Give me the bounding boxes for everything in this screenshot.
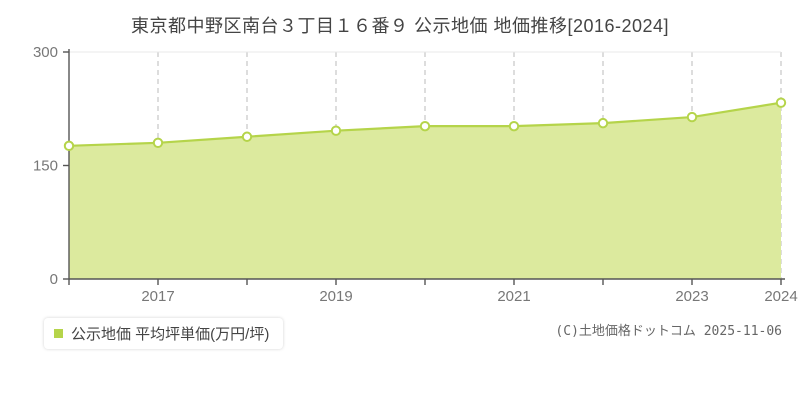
data-point-marker [597, 117, 609, 129]
y-axis-tick-label: 150 [33, 158, 58, 175]
data-point-marker [775, 97, 787, 108]
x-axis-tick-labels: 2017 2019 2021 2023 2024 [141, 288, 797, 305]
y-axis-tick-label: 300 [33, 44, 58, 61]
legend-label: 公示地価 平均坪単価(万円/坪) [71, 326, 270, 343]
data-point-marker [330, 125, 342, 136]
data-point-marker [686, 111, 698, 123]
copyright-credit: (C)土地価格ドットコム 2025-11-06 [555, 324, 782, 339]
page-title: 東京都中野区南台３丁目１６番９ 公示地価 地価推移[2016-2024] [130, 16, 670, 36]
x-axis-tick-label: 2024 [764, 288, 797, 305]
data-point-marker [63, 140, 75, 152]
x-axis-tick-label: 2023 [675, 288, 708, 305]
chart-legend: 公示地価 平均坪単価(万円/坪) [44, 318, 284, 349]
y-axis-tick-labels: 0 150 300 [33, 44, 58, 288]
x-axis-tick-label: 2021 [497, 288, 530, 305]
data-point-marker [241, 131, 253, 142]
y-axis-tick-label: 0 [50, 271, 58, 288]
data-point-markers [63, 97, 787, 152]
data-point-marker [508, 120, 520, 132]
x-axis-tick-label: 2019 [319, 288, 352, 305]
data-point-marker [419, 120, 431, 132]
axes [63, 49, 785, 285]
data-point-marker [152, 137, 164, 149]
area-fill [69, 102, 781, 279]
legend-swatch-icon [54, 329, 63, 338]
x-axis-tick-label: 2017 [141, 288, 174, 305]
